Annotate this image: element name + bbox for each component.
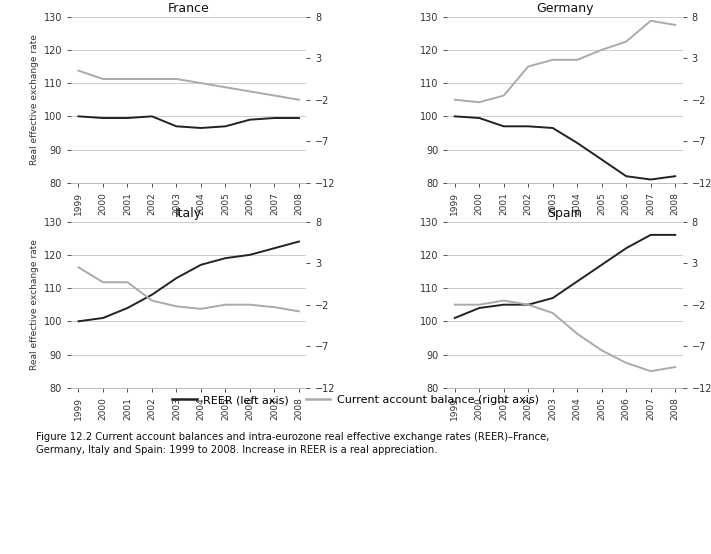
Title: Germany: Germany — [536, 2, 594, 16]
Title: Spain: Spain — [547, 207, 582, 220]
Title: Italy: Italy — [175, 207, 202, 220]
Y-axis label: Real effective exchange rate: Real effective exchange rate — [31, 239, 39, 370]
Y-axis label: Real effective exchange rate: Real effective exchange rate — [31, 34, 39, 165]
Title: France: France — [168, 2, 210, 16]
Legend: REER (left axis), Current account balance (right axis): REER (left axis), Current account balanc… — [168, 391, 543, 409]
Text: Figure 12.2 Current account balances and intra-eurozone real effective exchange : Figure 12.2 Current account balances and… — [36, 432, 549, 455]
